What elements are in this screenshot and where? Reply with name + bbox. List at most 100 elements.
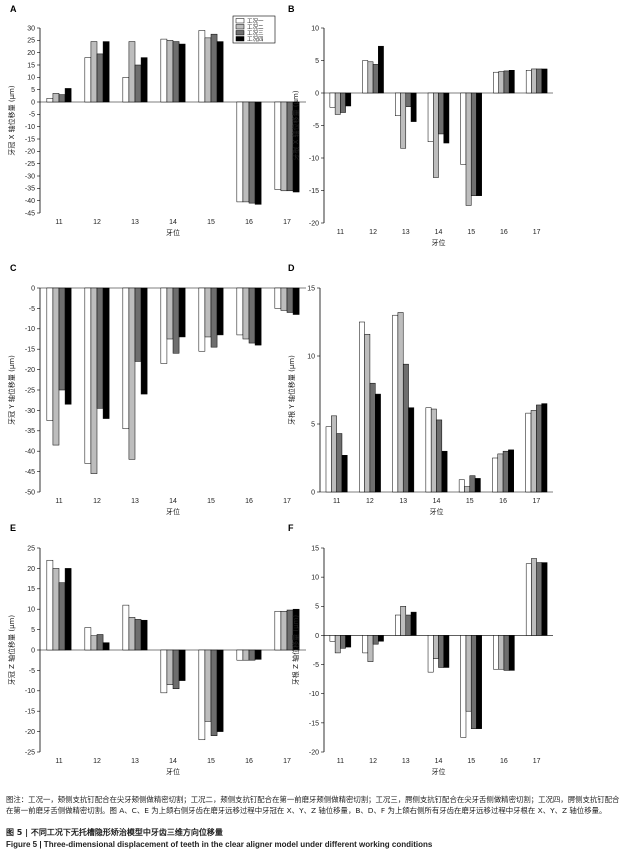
bar-15-series-2 xyxy=(204,37,212,103)
bar-12-series-4 xyxy=(378,635,384,642)
bar-13-series-4 xyxy=(410,611,417,636)
x-tick-label: 12 xyxy=(93,758,101,765)
figure-caption-cn: 图 5 | 不同工况下无托槽隐形矫治模型中牙齿三维方向位移量 xyxy=(6,828,223,837)
bar-14-series-2 xyxy=(166,649,174,685)
y-tick-label: 5 xyxy=(311,421,315,428)
bar-14-series-1 xyxy=(427,92,434,142)
bar-13-series-3 xyxy=(134,619,142,651)
bar-11-series-3 xyxy=(340,92,346,113)
x-tick-label: 14 xyxy=(435,229,443,236)
bar-14-series-2 xyxy=(433,92,439,178)
legend-label: 工况四 xyxy=(247,36,264,43)
bar-15-series-4 xyxy=(474,478,481,493)
bar-12-series-4 xyxy=(102,287,110,419)
x-tick-label: 17 xyxy=(533,229,541,236)
bar-16-series-1 xyxy=(236,287,244,336)
bar-16-series-3 xyxy=(248,649,256,661)
x-tick-label: 13 xyxy=(131,758,139,765)
bar-16-series-2 xyxy=(497,453,504,493)
bar-15-series-3 xyxy=(210,649,218,736)
bar-11-series-1 xyxy=(329,635,336,642)
y-tick-label: -25 xyxy=(25,387,35,394)
bar-13-series-4 xyxy=(140,619,148,651)
bar-17-series-1 xyxy=(274,101,282,190)
bar-13-series-4 xyxy=(410,92,417,122)
y-tick-label: -5 xyxy=(313,123,319,130)
bar-13-series-2 xyxy=(128,41,136,103)
x-tick-label: 15 xyxy=(466,498,474,505)
y-tick-label: -25 xyxy=(25,749,35,756)
bar-12-series-2 xyxy=(367,635,374,662)
bar-15-series-3 xyxy=(210,287,218,348)
y-tick-label: -5 xyxy=(29,668,35,675)
bar-13-series-3 xyxy=(134,287,142,362)
bar-12-series-3 xyxy=(96,634,104,651)
bar-17-series-4 xyxy=(292,287,300,315)
x-tick-label: 16 xyxy=(245,219,253,226)
y-tick-label: -15 xyxy=(25,347,35,354)
y-axis-title: 牙冠 Y 轴位移量 (μm) xyxy=(7,355,16,425)
panel-letter: A xyxy=(10,4,17,14)
bar-16-series-3 xyxy=(503,70,510,94)
bar-15-series-4 xyxy=(216,41,224,103)
bar-15-series-1 xyxy=(198,30,206,103)
bar-14-series-4 xyxy=(178,649,186,681)
panel-letter: B xyxy=(288,4,295,14)
bar-13-series-4 xyxy=(140,287,148,395)
bar-14-series-2 xyxy=(166,40,174,103)
y-tick-label: 0 xyxy=(311,489,315,496)
bar-14-series-3 xyxy=(172,287,180,354)
x-tick-label: 17 xyxy=(533,758,541,765)
bar-15-series-4 xyxy=(476,92,482,196)
y-tick-label: -10 xyxy=(25,326,35,333)
y-tick-label: 5 xyxy=(31,627,35,634)
bar-11-series-1 xyxy=(329,92,336,108)
figure-note: 图注：工况一，颊侧支抗钉配合在尖牙颊侧做精密切割；工况二，颊侧支抗钉配合在第一前… xyxy=(6,795,620,815)
bar-15-series-1 xyxy=(460,92,467,165)
y-tick-label: -30 xyxy=(25,173,35,180)
bar-17-series-1 xyxy=(274,287,282,309)
bar-14-series-1 xyxy=(160,649,168,694)
y-axis-title: 牙冠 Z 轴位移量 (μm) xyxy=(7,615,16,685)
x-tick-label: 11 xyxy=(55,219,62,226)
bar-11-series-2 xyxy=(331,415,337,493)
bar-14-series-3 xyxy=(436,419,443,493)
bar-14-series-4 xyxy=(441,450,448,493)
bar-17-series-4 xyxy=(292,101,300,193)
x-tick-label: 14 xyxy=(169,498,177,505)
y-tick-label: 5 xyxy=(315,58,319,65)
bar-12-series-4 xyxy=(102,41,110,103)
x-tick-label: 15 xyxy=(467,758,475,765)
x-tick-label: 12 xyxy=(93,498,101,505)
bar-12-series-3 xyxy=(96,287,104,409)
bar-14-series-3 xyxy=(438,92,444,135)
bar-16-series-2 xyxy=(242,649,250,661)
x-tick-label: 16 xyxy=(245,758,253,765)
bar-16-series-4 xyxy=(508,70,515,94)
bar-14-series-1 xyxy=(427,635,434,673)
bar-15-series-1 xyxy=(460,635,467,738)
bar-15-series-3 xyxy=(469,475,476,493)
bar-13-series-1 xyxy=(122,77,130,103)
bar-12-series-1 xyxy=(359,321,365,493)
bar-13-series-2 xyxy=(128,617,136,651)
bar-11-series-3 xyxy=(336,433,343,493)
bar-14-series-3 xyxy=(438,635,444,668)
y-tick-label: -35 xyxy=(25,428,35,435)
panel-letter: D xyxy=(288,263,295,273)
legend-label: 工况三 xyxy=(247,30,264,37)
bar-13-series-2 xyxy=(400,92,407,149)
bar-11-series-1 xyxy=(46,559,54,651)
bar-12-series-1 xyxy=(84,57,92,103)
bar-11-series-2 xyxy=(334,635,341,654)
y-tick-label: -10 xyxy=(309,155,319,162)
y-tick-label: -5 xyxy=(29,112,35,119)
legend-label: 工况一 xyxy=(247,18,264,25)
x-tick-label: 12 xyxy=(366,498,374,505)
bar-17-series-2 xyxy=(280,287,288,311)
x-tick-label: 12 xyxy=(93,219,101,226)
bar-14-series-2 xyxy=(433,635,439,659)
x-tick-label: 16 xyxy=(245,498,253,505)
x-tick-label: 11 xyxy=(333,498,340,505)
y-tick-label: 10 xyxy=(311,25,319,32)
